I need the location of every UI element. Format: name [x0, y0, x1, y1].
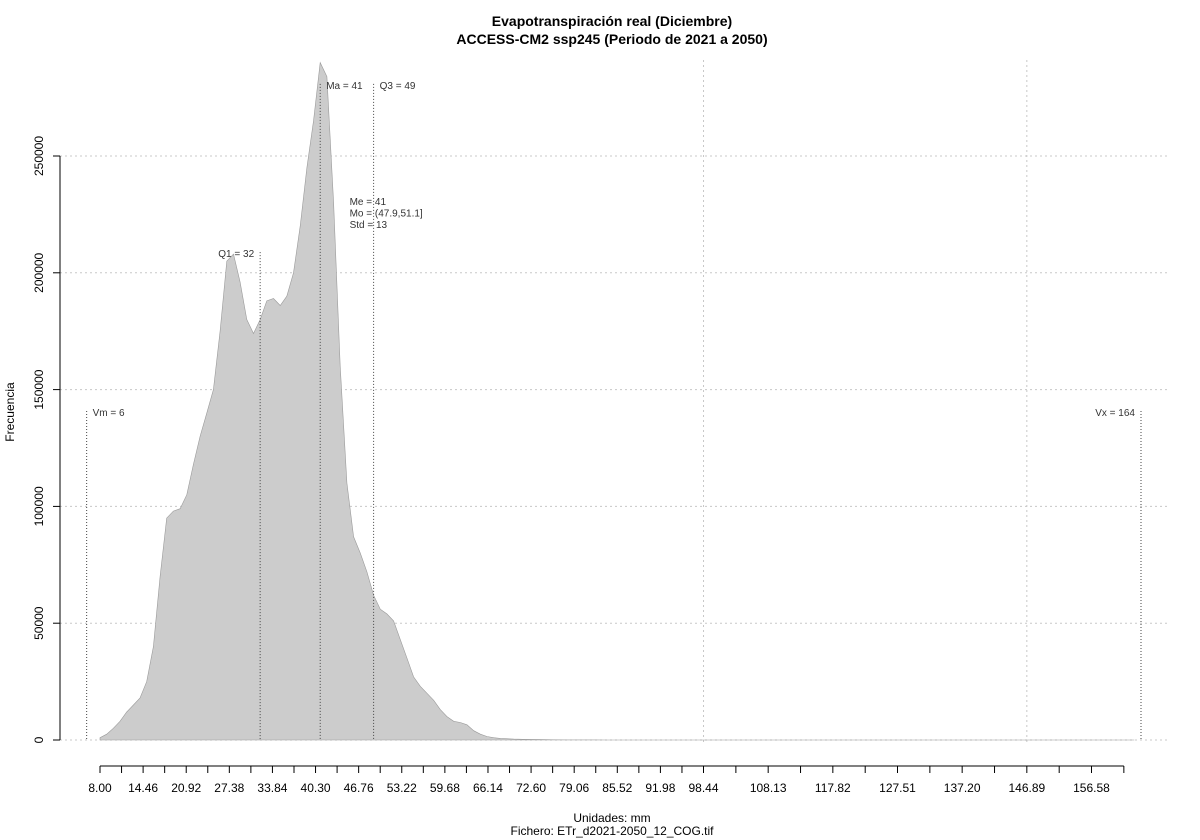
- x-tick-label-18: 137.20: [944, 781, 981, 795]
- ref-label-q1: Q1 = 32: [218, 249, 254, 260]
- ref-label-q3: Q3 = 49: [380, 81, 416, 92]
- x-tick-label-9: 66.14: [473, 781, 503, 795]
- x-tick-label-0: 8.00: [88, 781, 112, 795]
- x-tick-label-17: 127.51: [879, 781, 916, 795]
- stats-line-1: Mo = (47.9,51.1]: [350, 209, 423, 220]
- ref-label-ma: Ma = 41: [326, 81, 363, 92]
- ref-label-vm: Vm = 6: [93, 408, 125, 419]
- x-tick-label-2: 20.92: [171, 781, 201, 795]
- x-tick-label-6: 46.76: [344, 781, 374, 795]
- x-tick-label-3: 27.38: [214, 781, 244, 795]
- x-tick-label-13: 91.98: [645, 781, 675, 795]
- x-tick-label-4: 33.84: [257, 781, 287, 795]
- density-area-shape: [99, 61, 1135, 741]
- annotations: Vm = 6 Q1 = 32 Ma = 41 Q3 = 49 Vx = 164 Me = …: [93, 81, 1136, 419]
- y-tick-label-5: 250000: [32, 136, 46, 176]
- x-tick-label-16: 117.82: [815, 781, 851, 795]
- x-tick-label-19: 146.89: [1008, 781, 1045, 795]
- x-tick-label-5: 40.30: [301, 781, 331, 795]
- x-axis-label: Unidades: mm: [573, 811, 650, 825]
- stats-line-2: Std = 13: [350, 220, 388, 231]
- ref-label-vx: Vx = 164: [1095, 408, 1135, 419]
- x-tick-label-11: 79.06: [559, 781, 589, 795]
- x-tick-label-15: 108.13: [750, 781, 787, 795]
- chart-subtitle: ACCESS-CM2 ssp245 (Periodo de 2021 a 205…: [456, 31, 767, 47]
- y-tick-label-0: 0: [32, 736, 46, 743]
- y-tick-label-3: 150000: [32, 369, 46, 409]
- axes: 0 50000 100000 150000 200000 250000 8.00 14.46 2…: [32, 136, 1125, 795]
- y-tick-label-2: 100000: [32, 486, 46, 526]
- density-area: [99, 61, 1135, 741]
- footer-filename: Fichero: ETr_d2021-2050_12_COG.tif: [511, 824, 715, 838]
- x-tick-label-14: 98.44: [688, 781, 718, 795]
- y-axis-label: Frecuencia: [3, 382, 17, 442]
- x-tick-label-12: 85.52: [602, 781, 632, 795]
- chart-title: Evapotranspiración real (Diciembre): [492, 13, 732, 29]
- x-tick-label-7: 53.22: [387, 781, 417, 795]
- x-tick-label-10: 72.60: [516, 781, 546, 795]
- x-tick-label-1: 14.46: [128, 781, 158, 795]
- x-tick-label-20: 156.58: [1073, 781, 1110, 795]
- y-tick-label-1: 50000: [32, 606, 46, 640]
- stats-line-0: Me = 41: [350, 197, 387, 208]
- x-tick-label-8: 59.68: [430, 781, 460, 795]
- reference-lines: [86, 83, 1142, 740]
- y-tick-label-4: 200000: [32, 252, 46, 292]
